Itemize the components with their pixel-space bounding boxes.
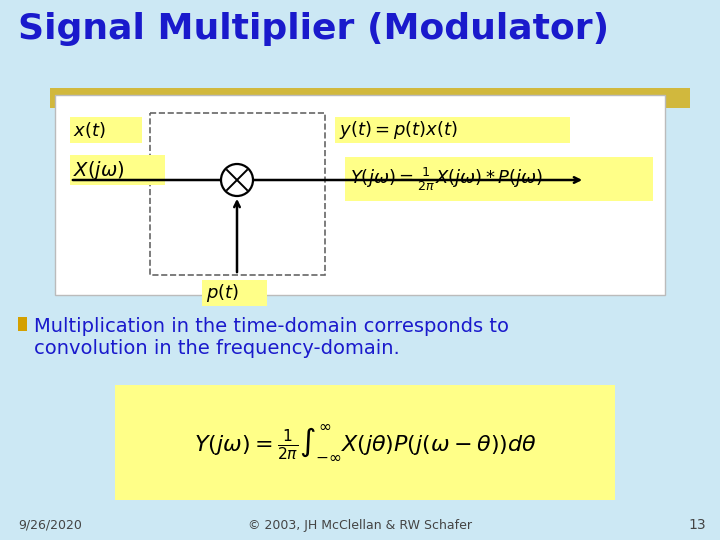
Bar — [18, 317, 27, 331]
Text: Multiplication in the time-domain corresponds to: Multiplication in the time-domain corres… — [34, 317, 509, 336]
Text: $p(t)$: $p(t)$ — [206, 282, 239, 304]
Bar — [202, 280, 267, 306]
Text: © 2003, JH McClellan & RW Schafer: © 2003, JH McClellan & RW Schafer — [248, 519, 472, 532]
Text: 9/26/2020: 9/26/2020 — [18, 519, 82, 532]
Bar — [70, 155, 165, 185]
Text: 13: 13 — [688, 518, 706, 532]
Bar — [345, 157, 653, 201]
Circle shape — [221, 164, 253, 196]
Text: convolution in the frequency-domain.: convolution in the frequency-domain. — [34, 339, 400, 358]
Bar — [335, 117, 570, 143]
Text: Signal Multiplier (Modulator): Signal Multiplier (Modulator) — [18, 12, 609, 46]
Bar — [70, 117, 142, 143]
Text: $Y(j\omega) = \frac{1}{2\pi}X(j\omega) * P(j\omega)$: $Y(j\omega) = \frac{1}{2\pi}X(j\omega) *… — [350, 165, 543, 193]
Text: $X(j\omega)$: $X(j\omega)$ — [73, 159, 125, 181]
Text: $x(t)$: $x(t)$ — [73, 120, 106, 140]
Text: $y(t) = p(t)x(t)$: $y(t) = p(t)x(t)$ — [339, 119, 458, 141]
Text: $Y(j\omega) = \frac{1}{2\pi}\int_{-\infty}^{\infty} X(j\theta)P(j(\omega - \thet: $Y(j\omega) = \frac{1}{2\pi}\int_{-\inft… — [194, 423, 536, 462]
Bar — [150, 113, 325, 275]
Bar — [55, 95, 665, 295]
FancyBboxPatch shape — [50, 88, 690, 108]
Bar — [115, 385, 615, 500]
